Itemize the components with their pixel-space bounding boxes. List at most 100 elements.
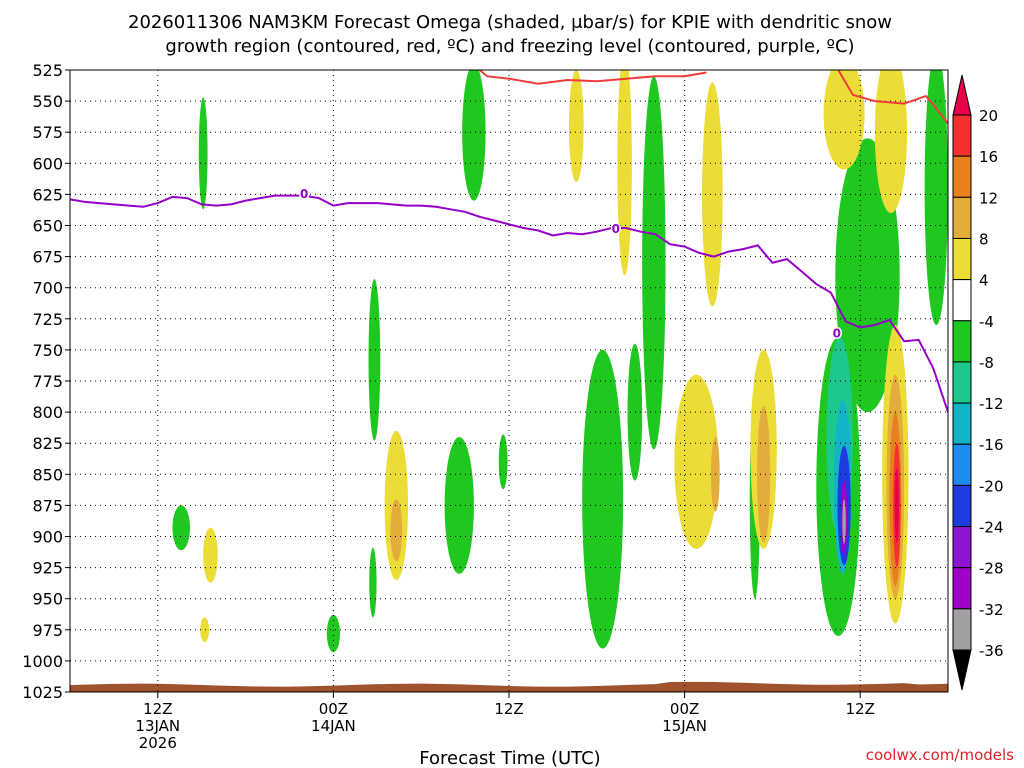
title-line1: 2026011306 NAM3KM Forecast Omega (shaded… <box>128 12 892 33</box>
omega-region-26 <box>702 82 723 307</box>
colorbar-cell-8 <box>952 443 972 486</box>
omega-region-32 <box>390 499 403 562</box>
omega-region-9 <box>642 76 666 450</box>
colorbar: 20 16 12 8 4 -4 -8 -12 -16 -20 -24 -28 -32 -36 <box>952 74 1004 691</box>
omega-region-20 <box>842 499 846 544</box>
omega-region-5 <box>326 614 340 653</box>
y-tick-label-575: 575 <box>32 123 63 142</box>
colorbar-label-9: -20 <box>979 477 1004 495</box>
y-tick-label-950: 950 <box>32 590 63 609</box>
colorbar-label-13: -36 <box>979 642 1004 660</box>
colorbar-cell-4 <box>952 279 972 322</box>
y-tick-label-600: 600 <box>32 154 63 173</box>
y-tick-label-625: 625 <box>32 185 63 204</box>
y-tick-label-750: 750 <box>32 341 63 360</box>
y-tick-label-850: 850 <box>32 465 63 484</box>
colorbar-cell-10 <box>952 526 972 569</box>
omega-shading <box>172 70 948 653</box>
omega-region-21 <box>203 527 218 583</box>
colorbar-top-arrow <box>952 74 972 116</box>
y-axis: 525 550 575 600 625 650 675 700 725 750 775 800 825 8… <box>22 61 70 702</box>
y-tick-label-875: 875 <box>32 496 63 515</box>
colorbar-label-6: -8 <box>979 354 994 372</box>
colorbar-cell-1 <box>952 155 972 198</box>
y-tick-label-650: 650 <box>32 217 63 236</box>
dgz-contour-right <box>837 70 948 125</box>
y-tick-label-1025: 1025 <box>22 683 63 702</box>
freezing-level-label-0: 0 <box>300 187 308 201</box>
x-tick-label-6-0: 12Z <box>143 700 172 718</box>
y-tick-label-975: 975 <box>32 621 63 640</box>
terrain-fill <box>70 681 948 692</box>
colorbar-label-1: 16 <box>979 148 998 166</box>
title-line2: growth region (contoured, red, ºC) and f… <box>165 36 854 57</box>
y-tick-label-900: 900 <box>32 528 63 547</box>
omega-region-25 <box>617 70 632 276</box>
terrain <box>70 681 948 692</box>
contours: 0 0 0 <box>70 70 948 413</box>
omega-region-29 <box>823 70 865 170</box>
colorbar-label-8: -16 <box>979 436 1004 454</box>
gridlines <box>70 70 948 692</box>
omega-region-0 <box>462 70 486 201</box>
omega-region-10 <box>627 343 643 481</box>
omega-region-7 <box>498 434 508 490</box>
x-tick-label-54-0: 12Z <box>846 700 875 718</box>
colorbar-cell-3 <box>952 237 972 281</box>
colorbar-label-2: 12 <box>979 189 998 207</box>
omega-region-4 <box>369 547 377 618</box>
credit-text[interactable]: coolwx.com/models <box>866 746 1014 764</box>
omega-region-38 <box>894 468 899 543</box>
y-tick-label-1000: 1000 <box>22 652 63 671</box>
y-tick-label-800: 800 <box>32 403 63 422</box>
y-tick-label-725: 725 <box>32 310 63 329</box>
y-tick-label-525: 525 <box>32 61 63 80</box>
colorbar-cell-6 <box>952 361 972 404</box>
x-tick-label-42-0: 00Z <box>670 700 699 718</box>
y-tick-label-675: 675 <box>32 248 63 267</box>
omega-region-30 <box>874 70 908 214</box>
omega-region-1 <box>198 97 208 210</box>
x-tick-label-18-0: 00Z <box>319 700 348 718</box>
y-tick-label-550: 550 <box>32 92 63 111</box>
omega-region-8 <box>582 349 624 649</box>
colorbar-bottom-arrow <box>952 649 972 691</box>
freezing-level-label-1: 0 <box>612 222 620 236</box>
x-tick-label-30-0: 12Z <box>494 700 523 718</box>
omega-region-24 <box>568 70 584 182</box>
colorbar-cell-11 <box>952 567 972 610</box>
colorbar-cell-2 <box>952 196 972 239</box>
colorbar-cell-0 <box>952 114 972 157</box>
x-tick-label-18-1: 14JAN <box>311 717 356 735</box>
x-tick-label-6-2: 2026 <box>139 734 177 752</box>
omega-region-14 <box>924 70 948 325</box>
y-tick-label-775: 775 <box>32 372 63 391</box>
freezing-level-line <box>70 194 948 413</box>
x-tick-label-6-1: 13JAN <box>135 717 180 735</box>
colorbar-label-7: -12 <box>979 395 1004 413</box>
colorbar-cell-5 <box>952 320 972 363</box>
y-tick-label-825: 825 <box>32 434 63 453</box>
omega-region-13 <box>835 138 900 413</box>
colorbar-label-0: 20 <box>979 107 998 125</box>
dgz-contour-top <box>479 70 707 85</box>
colorbar-label-4: 4 <box>979 272 989 290</box>
colorbar-label-11: -28 <box>979 560 1004 578</box>
freezing-level-label-2: 0 <box>833 326 841 340</box>
colorbar-label-10: -24 <box>979 519 1004 537</box>
omega-region-22 <box>200 617 210 643</box>
omega-region-3 <box>368 278 381 441</box>
omega-region-6 <box>444 436 474 574</box>
x-axis-label: Forecast Time (UTC) <box>419 748 600 768</box>
colorbar-label-3: 8 <box>979 230 989 248</box>
colorbar-label-5: -4 <box>979 313 994 331</box>
colorbar-cell-12 <box>952 608 972 651</box>
x-tick-label-42-1: 15JAN <box>662 717 707 735</box>
y-tick-label-925: 925 <box>32 559 63 578</box>
omega-region-2 <box>172 505 190 551</box>
omega-region-33 <box>757 405 771 543</box>
y-tick-label-700: 700 <box>32 279 63 298</box>
colorbar-cell-9 <box>952 484 972 528</box>
